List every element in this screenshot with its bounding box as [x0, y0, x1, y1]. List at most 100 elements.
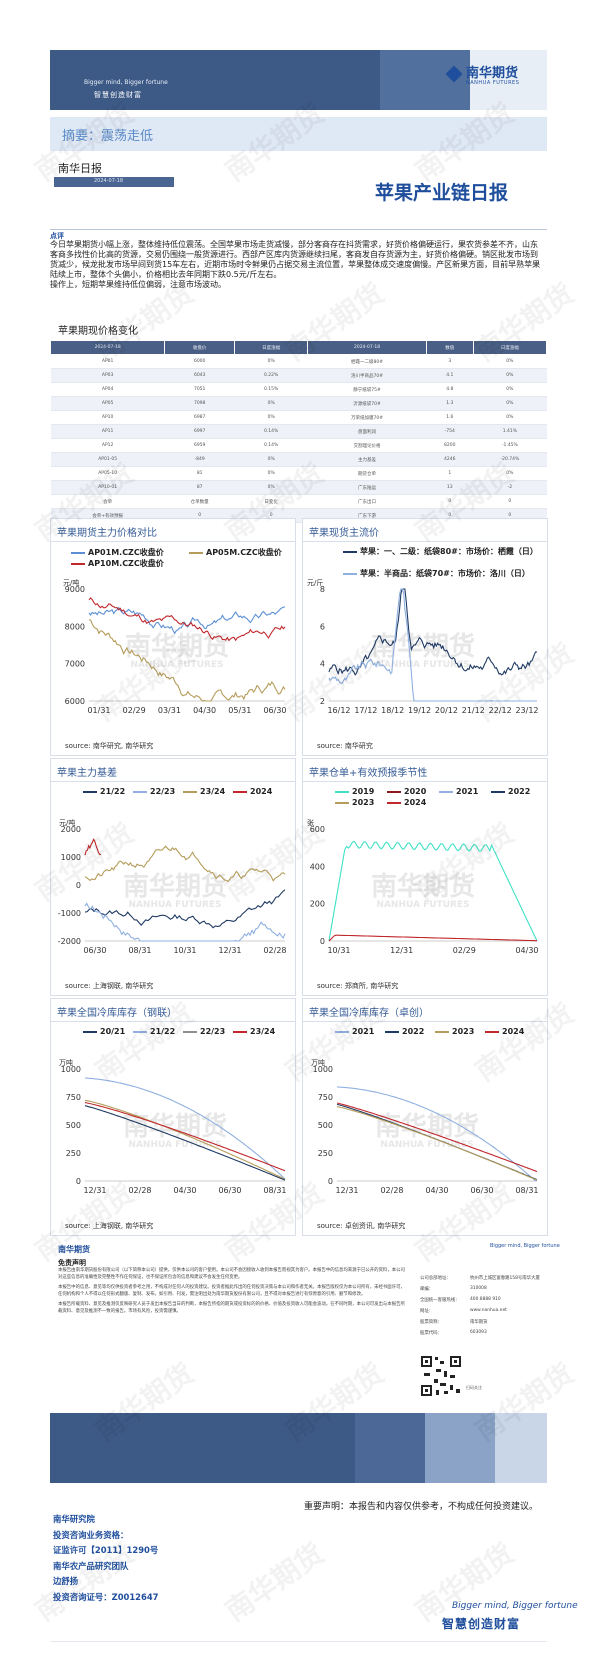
legend-swatch: [387, 790, 401, 793]
y-tick-label: -1000: [58, 909, 81, 918]
y-tick-label: 750: [66, 1093, 81, 1102]
company-info-value: 杭州市上城区富春路158号南华大厦: [470, 1276, 540, 1281]
legend-label: 2024: [502, 1027, 525, 1036]
table-cell: 0%: [473, 368, 547, 383]
legend-swatch: [335, 790, 349, 793]
legend-label: 2024: [250, 787, 273, 796]
section-rule: [50, 229, 547, 230]
x-tick-label: 02/28: [380, 1186, 403, 1195]
table-cell: 0%: [234, 410, 308, 425]
table-cell: AP05-10: [50, 466, 165, 481]
x-tick-label: 10/31: [173, 946, 196, 955]
disclaimer-paragraph: 本报告由南华期货股份有限公司（以下简称本公司）提供，仅供本公司的客户使用。本公司…: [58, 1268, 405, 1280]
disclaimer-paragraph: 本报告中的信息、意见等均仅供投资者参考之用，不构成对任何人的投资建议。投资者据此…: [58, 1285, 405, 1297]
table-cell: 0%: [234, 354, 308, 369]
series-line: [84, 902, 286, 942]
table-cell: 4.8: [426, 382, 474, 397]
legend-swatch: [83, 1030, 97, 1033]
series-line: [84, 1077, 286, 1180]
legend-swatch: [335, 1030, 349, 1033]
company-info-row: 全国统一客服热线： 400 8888 910: [420, 1297, 545, 1308]
table-cell: 6000: [164, 354, 235, 369]
y-tick-label: 1000: [313, 1065, 333, 1074]
chart-panel-spot-price: 苹果现货主流价 南华期货 NANHUA FUTURES 元/斤 8 6 4 2 16/12 17…: [302, 518, 548, 756]
table-cell: AP04: [50, 382, 165, 397]
legend-item: 21/22: [83, 787, 125, 796]
table-cell: 0.15%: [234, 382, 308, 397]
team-line: 投资咨询证号：Z0012647: [53, 1591, 159, 1602]
table-cell: 4.1: [426, 368, 474, 383]
company-info: 公司总部地址： 杭州市上城区富春路158号南华大厦 邮编： 310008 全国统一客服热…: [420, 1275, 545, 1341]
legend-label: 2022: [508, 787, 531, 796]
company-info-row: 网址： www.nanhua.net: [420, 1308, 545, 1319]
legend-swatch: [439, 790, 453, 793]
axis-unit: 元/吨: [59, 818, 75, 827]
legend-swatch: [71, 562, 85, 565]
legend-swatch: [343, 572, 357, 575]
x-tick-label: 12/31: [390, 946, 413, 955]
x-tick-label: 17/12: [354, 706, 377, 715]
chart-panel-storage-zhuochuang: 苹果全国冷库库存（卓创） 南华期货 NANHUA FUTURES 万吨 1000 750…: [302, 998, 548, 1236]
daily-label: 南华日报: [58, 162, 102, 175]
date-bar: 2024-07-18: [54, 177, 174, 187]
footer-slogan-cn: 智慧创造财富: [442, 1617, 521, 1631]
legend-label: AP05M.CZC收盘价: [206, 548, 282, 557]
y-tick-label: 0: [76, 881, 81, 890]
report-date: 2024-07-18: [94, 178, 124, 184]
header-logo-band: [470, 50, 547, 110]
table-row: AP11 6997 0.14% 盘面利润 -754 1.41%: [50, 424, 547, 439]
price-table-header: 2024-07-18 收盘价 日度涨幅 2024-07-18 数值 日度涨幅: [49, 340, 548, 355]
legend-label: 2019: [352, 787, 375, 796]
y-tick-label: 8: [320, 585, 325, 594]
chart-panel-basis: 苹果主力基差 南华期货 NANHUA FUTURES 元/吨 2000 1000 0 -10…: [50, 758, 296, 996]
legend-item: 苹果：一、二级：纸袋80#：市场价：栖霞（日）: [343, 547, 543, 557]
company-info-value: www.nanhua.net: [470, 1308, 507, 1313]
table-cell: 6987: [164, 410, 235, 425]
series-line: [84, 1099, 286, 1180]
legend-label: 2021: [456, 787, 479, 796]
y-tick-label: 2: [320, 697, 325, 706]
series-line: [84, 1105, 286, 1181]
chart-title: 苹果仓单+有效预报季节性: [309, 768, 428, 779]
team-line: 南华研究院: [53, 1514, 95, 1524]
table-cell: 万荣纸加膜70#: [307, 410, 427, 425]
table-cell: 13: [426, 480, 474, 495]
price-table-header-cell: 数值: [425, 340, 474, 355]
team-line: 边舒扬: [53, 1576, 79, 1587]
series-line: [88, 606, 286, 635]
y-tick-label: 4: [320, 660, 325, 669]
legend-label: 2022: [402, 1027, 425, 1036]
table-cell: 静宁纸袋75#: [307, 382, 427, 397]
series-line: [84, 838, 102, 856]
legend-item: 2021: [335, 1027, 374, 1036]
table-cell: 广东陆运: [307, 480, 427, 495]
company-info-row: 股票简称： 南华期货: [420, 1319, 545, 1330]
logo-text-cn: 南华期货: [466, 66, 519, 81]
legend-item: 苹果：半商品：纸袋70#：市场价：洛川（日）: [343, 569, 543, 579]
chart-source: source: 南华研究: [317, 742, 373, 750]
x-tick-label: 04/30: [173, 1186, 196, 1195]
table-cell: 0%: [473, 396, 547, 411]
watermark-text: 南华期货: [371, 871, 475, 902]
x-tick-label: 21/12: [462, 706, 485, 715]
watermark-text: 南华期货: [375, 1111, 479, 1142]
x-tick-label: 10/31: [327, 946, 350, 955]
legend-label: AP01M.CZC收盘价: [88, 548, 164, 557]
table-cell: 1: [426, 466, 474, 481]
axis-unit: 万吨: [311, 1058, 325, 1067]
chart-title: 苹果全国冷库库存（钢联）: [57, 1008, 177, 1019]
table-cell: AP03: [50, 368, 165, 383]
team-line: 证监许可【2011】1290号: [53, 1545, 159, 1556]
y-tick-label: 6000: [65, 697, 85, 706]
legend-item: AP10M.CZC收盘价: [71, 558, 164, 569]
table-cell: AP11: [50, 424, 165, 439]
axis-unit: 万吨: [59, 1058, 73, 1067]
x-tick-label: 16/12: [327, 706, 350, 715]
table-cell: 0.22%: [234, 368, 308, 383]
legend-swatch: [133, 790, 147, 793]
footer-slogan-en: Bigger mind, Bigger fortune: [452, 1601, 578, 1611]
company-info-key: 邮编：: [420, 1287, 434, 1292]
